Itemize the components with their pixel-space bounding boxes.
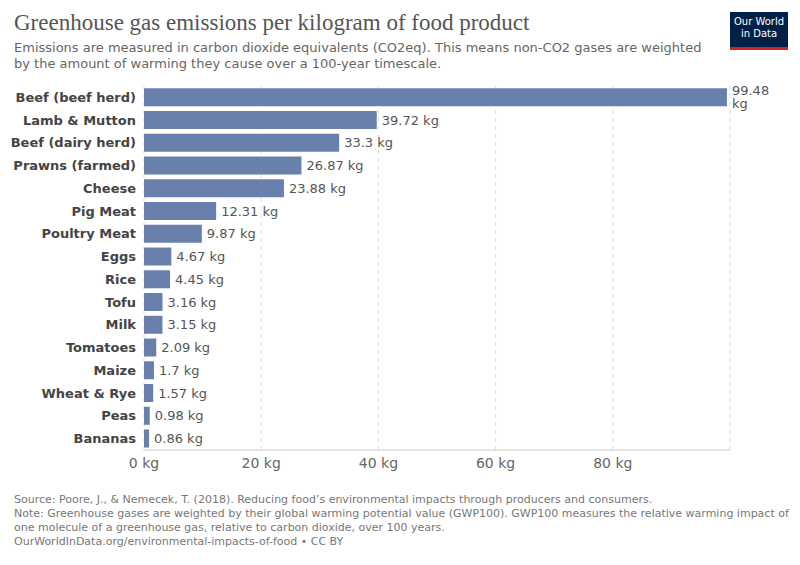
svg-text:60 kg: 60 kg [476,455,515,471]
svg-text:Eggs: Eggs [101,249,136,264]
html-text:Our World: Our World [733,16,785,27]
html-text:Emissions are measured in carb: Emissions are measured in carbon dioxide… [14,40,702,71]
svg-text:Maize: Maize [93,363,136,378]
svg-text:4.67 kg: 4.67 kg [176,249,225,264]
svg-text:3.16 kg: 3.16 kg [168,295,217,310]
svg-text:Poultry Meat: Poultry Meat [41,226,136,241]
svg-text:Bananas: Bananas [74,431,137,446]
svg-text:Lamb & Mutton: Lamb & Mutton [23,113,136,128]
svg-text:12.31 kg: 12.31 kg [221,204,278,219]
html-text:in Data: in Data [740,28,778,39]
svg-text:3.15 kg: 3.15 kg [167,317,216,332]
svg-text:99.48kg: 99.48kg [732,83,769,111]
svg-text:20 kg: 20 kg [242,455,281,471]
svg-text:Wheat & Rye: Wheat & Rye [41,386,136,401]
svg-text:Cheese: Cheese [83,181,136,196]
svg-text:Milk: Milk [106,317,137,332]
svg-text:1.7 kg: 1.7 kg [159,363,200,378]
svg-text:Tofu: Tofu [105,295,136,310]
svg-text:Beef (beef herd): Beef (beef herd) [15,90,136,105]
svg-text:0 kg: 0 kg [129,455,159,471]
svg-text:9.87 kg: 9.87 kg [207,226,256,241]
svg-text:Beef (dairy herd): Beef (dairy herd) [11,135,136,150]
html-text:Greenhouse gas emissions per k: Greenhouse gas emissions per kilogram of… [14,10,530,35]
svg-text:39.72 kg: 39.72 kg [382,113,439,128]
html-text:OurWorldInData.org/environment: OurWorldInData.org/environmental-impacts… [14,535,344,548]
svg-text:Rice: Rice [105,272,136,287]
svg-text:0.86 kg: 0.86 kg [154,431,203,446]
svg-text:80 kg: 80 kg [593,455,632,471]
svg-text:Prawns (farmed): Prawns (farmed) [13,158,136,173]
svg-text:33.3 kg: 33.3 kg [344,135,393,150]
svg-text:23.88 kg: 23.88 kg [289,181,346,196]
svg-text:26.87 kg: 26.87 kg [306,158,363,173]
svg-text:Pig Meat: Pig Meat [71,204,136,219]
svg-text:4.45 kg: 4.45 kg [175,272,224,287]
svg-text:40 kg: 40 kg [359,455,398,471]
svg-text:2.09 kg: 2.09 kg [161,340,210,355]
svg-text:0.98 kg: 0.98 kg [155,408,204,423]
svg-text:Tomatoes: Tomatoes [66,340,136,355]
html-text:Source: Poore, J., & Nemecek,: Source: Poore, J., & Nemecek, T. (2018).… [14,493,653,506]
svg-text:1.57 kg: 1.57 kg [158,386,207,401]
svg-text:Peas: Peas [101,408,136,423]
html-text:Note: Greenhouse gases are wei: Note: Greenhouse gases are weighted by t… [14,507,789,534]
